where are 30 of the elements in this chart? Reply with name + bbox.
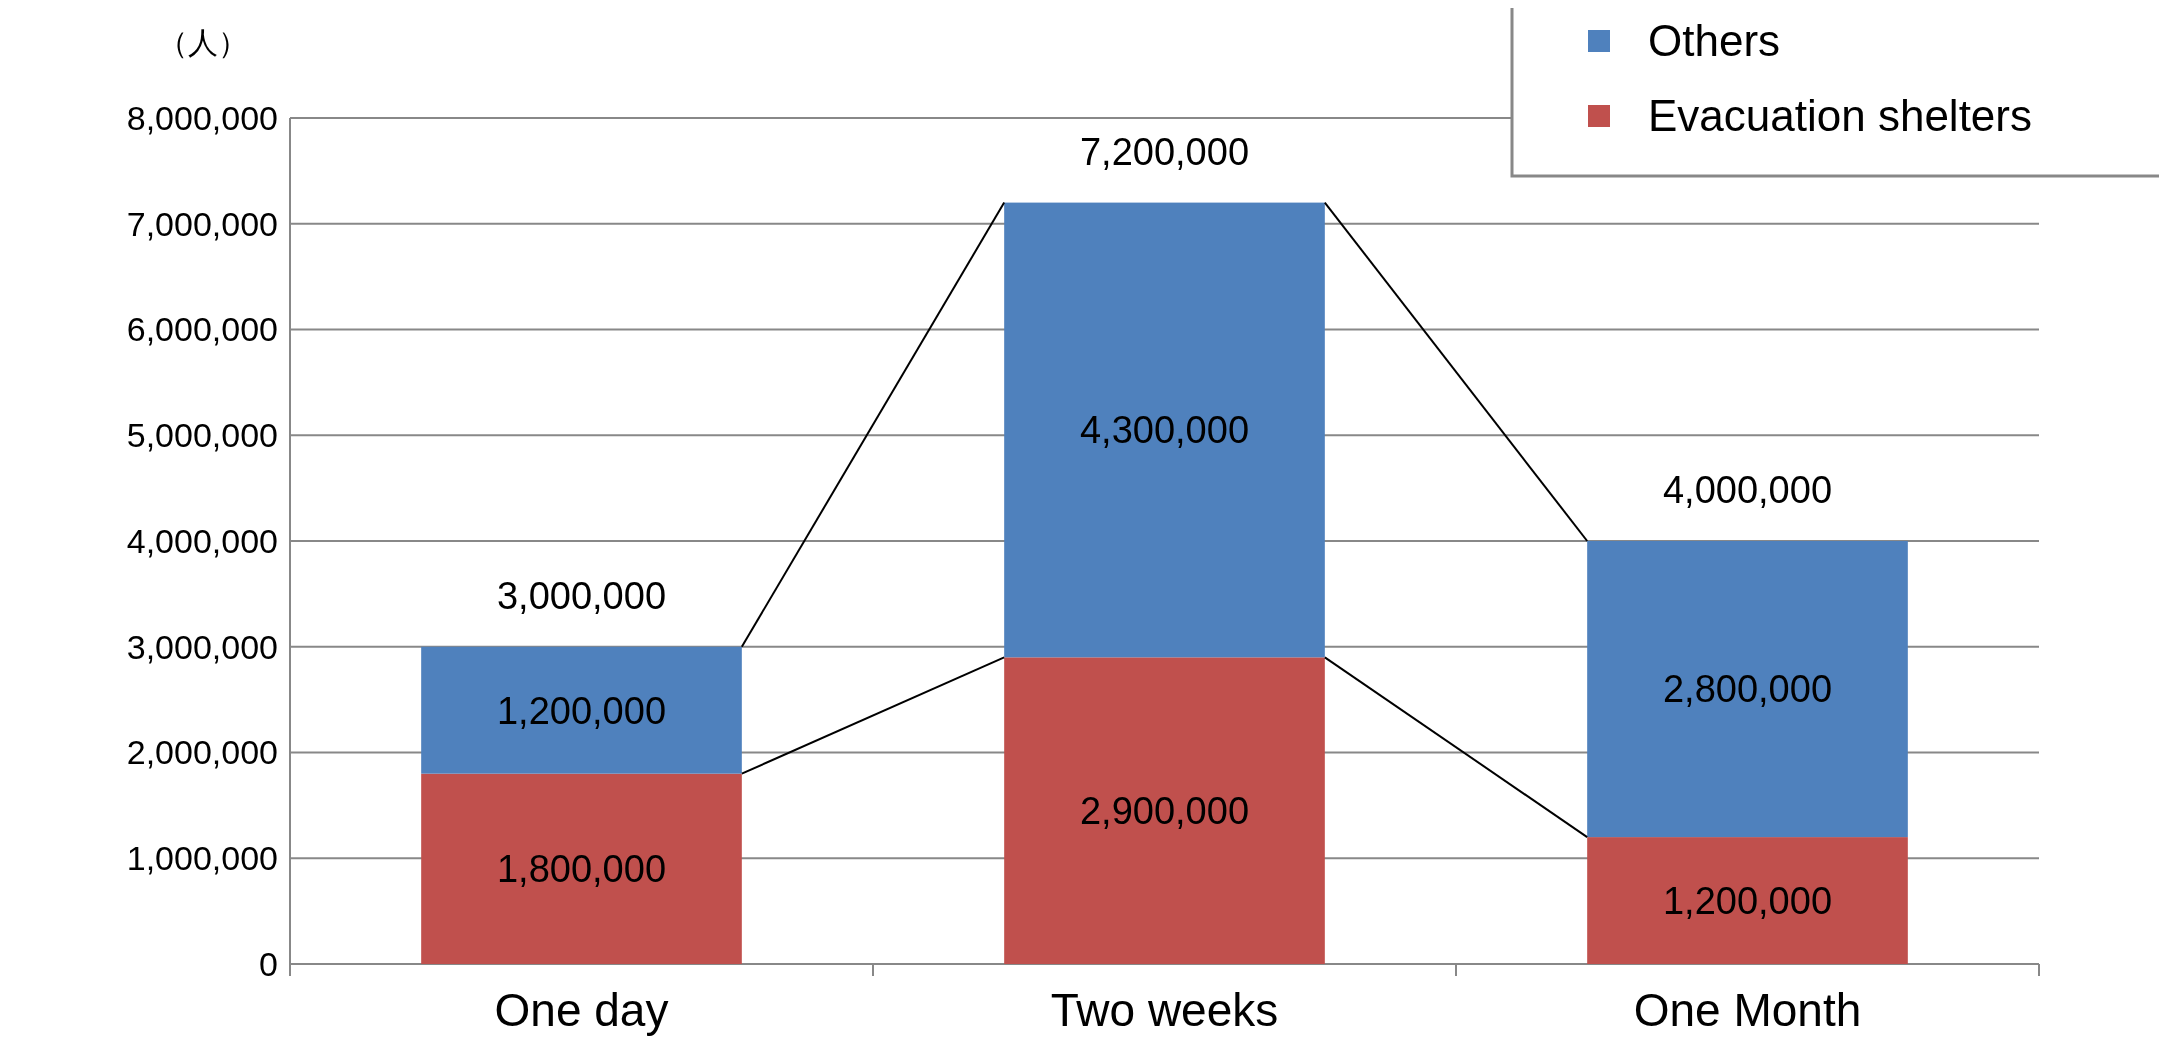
y-tick-label: 3,000,000 bbox=[126, 627, 278, 666]
total-label: 7,200,000 bbox=[1079, 130, 1250, 173]
legend-label: Evacuation shelters bbox=[1648, 91, 2032, 141]
data-label: 1,200,000 bbox=[496, 689, 667, 732]
bar bbox=[1004, 657, 1325, 964]
data-label: 1,200,000 bbox=[1662, 879, 1833, 922]
data-label: 2,900,000 bbox=[1079, 789, 1250, 832]
y-tick-label: 0 bbox=[259, 944, 278, 983]
y-tick-label: 8,000,000 bbox=[126, 98, 278, 137]
data-label: 1,800,000 bbox=[496, 848, 667, 891]
y-tick-label: 7,000,000 bbox=[126, 204, 278, 243]
total-label: 4,000,000 bbox=[1662, 469, 1833, 511]
y-tick-label: 1,000,000 bbox=[126, 839, 278, 878]
y-tick-label: 4,000,000 bbox=[126, 521, 278, 560]
bar bbox=[1587, 541, 1908, 838]
y-axis-title: （人） bbox=[158, 26, 248, 59]
bar bbox=[421, 646, 742, 774]
data-label: 2,800,000 bbox=[1662, 668, 1833, 711]
x-tick-label: One day bbox=[494, 984, 669, 1036]
bar bbox=[1004, 202, 1325, 658]
data-label: 4,300,000 bbox=[1079, 409, 1250, 452]
y-tick-label: 2,000,000 bbox=[126, 733, 278, 772]
bar bbox=[421, 773, 742, 964]
y-tick-label: 5,000,000 bbox=[126, 416, 278, 455]
total-label: 3,000,000 bbox=[496, 574, 667, 617]
x-tick-label: Two weeks bbox=[1050, 984, 1279, 1036]
x-tick-label: One Month bbox=[1633, 984, 1862, 1036]
legend-label: Others bbox=[1648, 16, 1781, 66]
y-tick-label: 6,000,000 bbox=[126, 310, 278, 349]
bar bbox=[1587, 837, 1908, 964]
